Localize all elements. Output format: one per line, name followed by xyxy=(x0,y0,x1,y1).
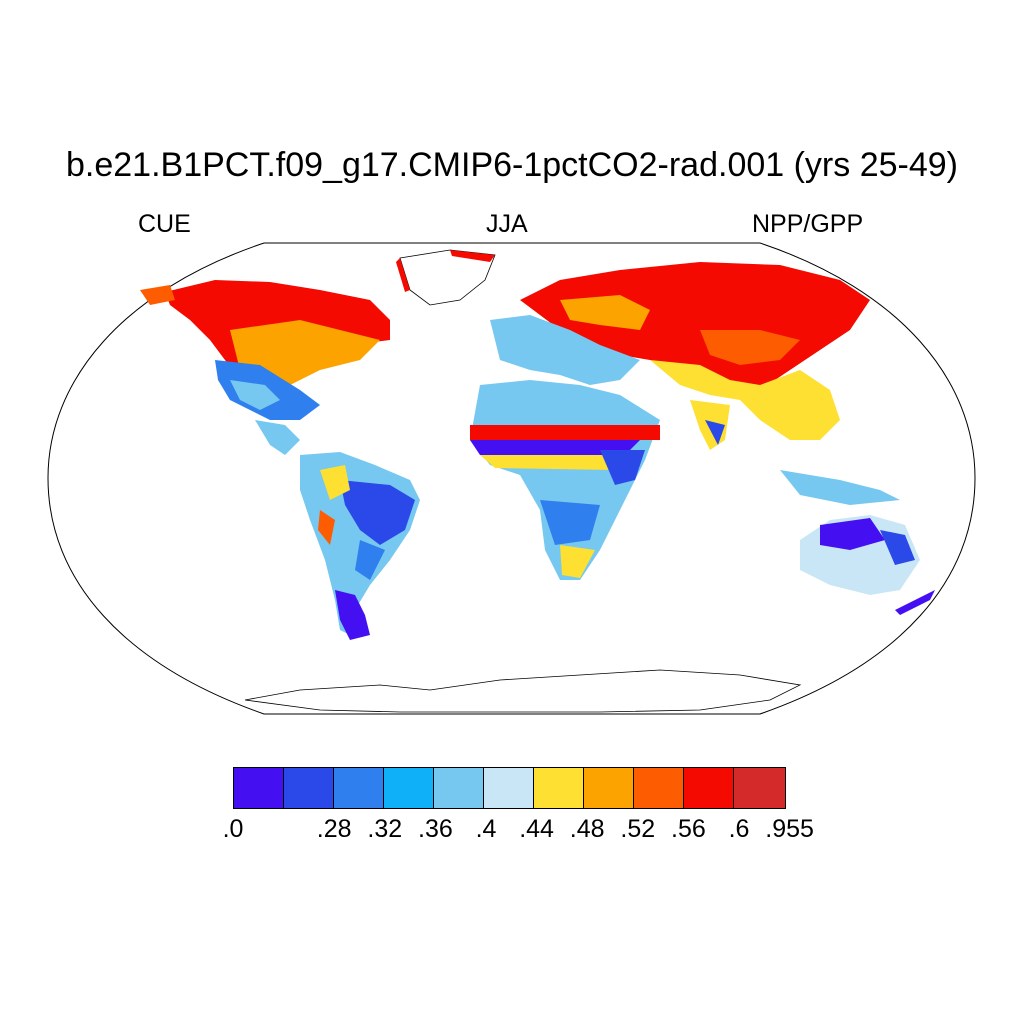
australia-region xyxy=(800,515,935,615)
colorbar-tick-label: .32 xyxy=(367,815,403,843)
colorbar-box xyxy=(584,768,634,808)
colorbar-tick-label: .44 xyxy=(519,815,554,843)
colorbar-tick-label: .36 xyxy=(418,815,453,843)
colorbar-box xyxy=(734,768,785,808)
eurasia-region xyxy=(490,262,900,505)
north-america-region xyxy=(140,280,390,455)
colorbar-box xyxy=(284,768,334,808)
colorbar-box xyxy=(434,768,484,808)
colorbar-tick-label: .955 xyxy=(765,815,814,843)
colorbar-tick-label: .56 xyxy=(671,815,706,843)
colorbar-box xyxy=(684,768,734,808)
colorbar-tick-label: .4 xyxy=(475,815,497,843)
right-label: NPP/GPP xyxy=(752,210,864,238)
colorbar-tick-label: .28 xyxy=(316,815,352,843)
colorbar-box xyxy=(484,768,534,808)
colorbar-box xyxy=(534,768,584,808)
greenland-outline xyxy=(399,249,496,306)
colorbar-tick-label: .48 xyxy=(569,815,605,843)
antarctica-outline xyxy=(244,669,802,713)
south-america-region xyxy=(300,452,420,640)
colorbar-tick-label: .6 xyxy=(728,815,750,843)
colorbar-box xyxy=(384,768,434,808)
left-label: CUE xyxy=(138,210,191,238)
colorbar-box xyxy=(634,768,684,808)
africa-region xyxy=(470,380,660,580)
colorbar xyxy=(233,767,786,809)
colorbar-tick-label: .0 xyxy=(222,815,244,843)
colorbar-box xyxy=(234,768,284,808)
colorbar-tick-label: .52 xyxy=(620,815,656,843)
figure-title: b.e21.B1PCT.f09_g17.CMIP6-1pctCO2-rad.00… xyxy=(65,146,958,184)
colorbar-box xyxy=(334,768,384,808)
center-label: JJA xyxy=(486,210,528,238)
